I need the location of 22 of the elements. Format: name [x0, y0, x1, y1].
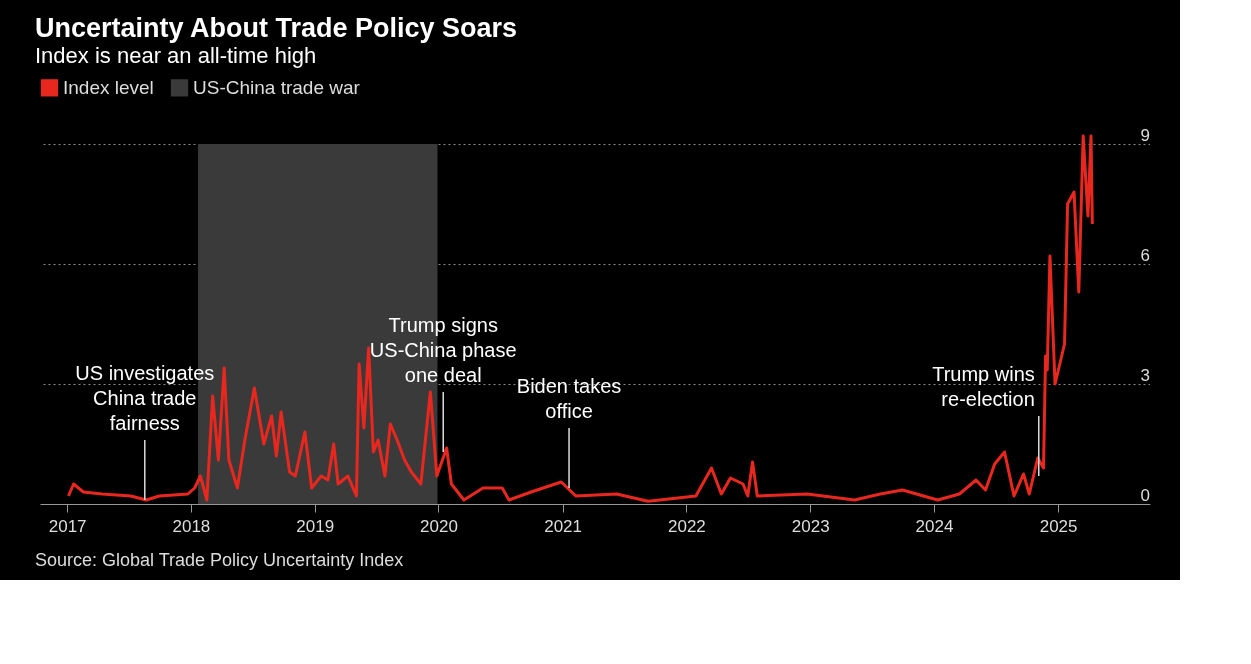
y-tick-label: 9	[1140, 125, 1150, 145]
annotation: Biden takes office	[516, 375, 622, 422]
legend-label: US-China trade war	[193, 76, 361, 98]
x-tick-label: 2018	[172, 516, 211, 536]
y-tick-label: 0	[1140, 485, 1150, 505]
chart-subtitle: Index is near an all-time high	[35, 43, 317, 68]
annotation: Trump signs US-China phase one deal	[369, 314, 517, 386]
annotation: US investigates China trade fairness	[75, 362, 215, 434]
source-note: Source: Global Trade Policy Uncertainty Index	[35, 550, 404, 570]
y-tick-label: 3	[1140, 365, 1150, 385]
x-tick-label: 2025	[1039, 516, 1078, 536]
legend-label: Index level	[63, 76, 154, 98]
x-tick-label: 2017	[48, 516, 87, 536]
x-tick-label: 2020	[420, 516, 458, 536]
annotation: Trump wins re-election	[932, 363, 1035, 410]
x-tick-label: 2022	[667, 516, 706, 536]
x-tick-label: 2024	[915, 516, 954, 536]
x-tick-label: 2021	[544, 516, 583, 536]
x-tick-label: 2023	[791, 516, 830, 536]
x-tick-label: 2019	[296, 516, 335, 536]
y-tick-label: 6	[1140, 245, 1150, 265]
chart-title: Uncertainty About Trade Policy Soars	[35, 13, 518, 43]
